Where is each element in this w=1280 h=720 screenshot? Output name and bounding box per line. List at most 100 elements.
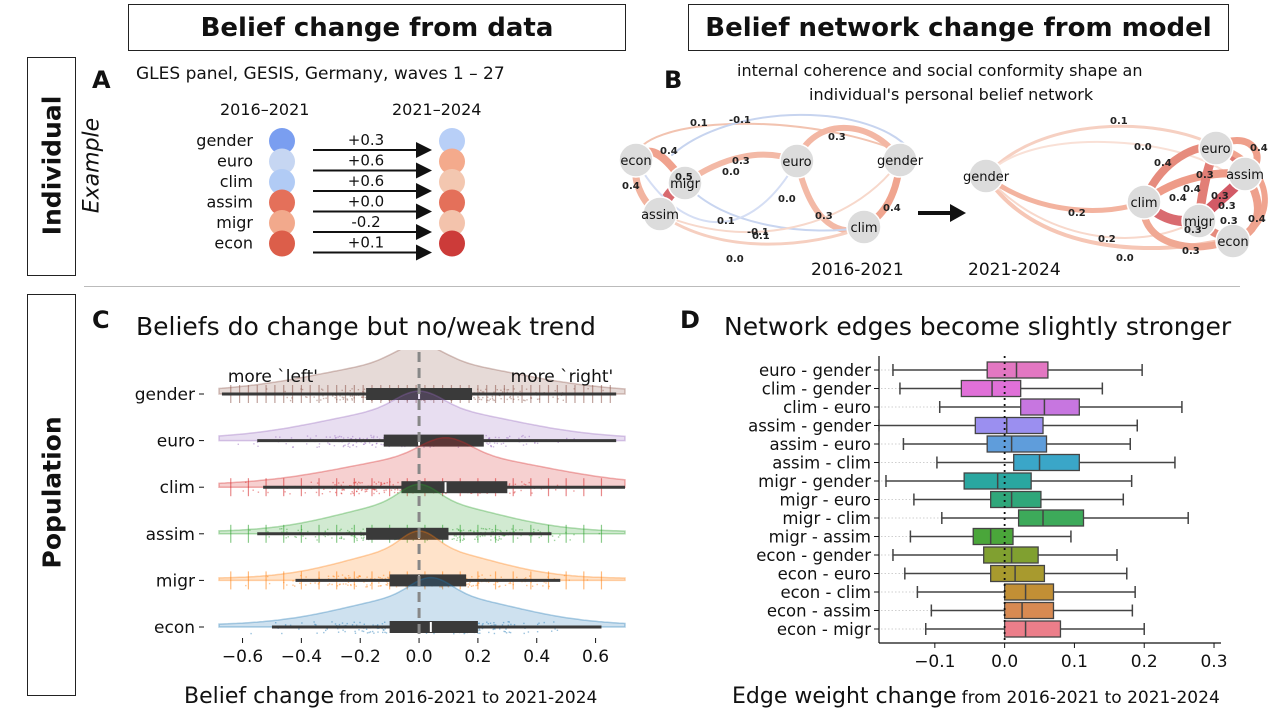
panel-c-point — [506, 398, 508, 401]
panel-c-point — [509, 581, 511, 583]
panel-c-point — [250, 632, 252, 635]
panel-c-point — [339, 529, 341, 532]
net1-edge-label: 0.3 — [815, 211, 833, 222]
panel-c-point — [363, 391, 365, 393]
panel-c-box-migr — [389, 574, 467, 587]
panel-c-point — [493, 632, 496, 635]
panel-c-point — [533, 528, 535, 531]
panel-label-a: A — [92, 66, 111, 94]
panel-c-point — [297, 529, 299, 532]
panel-c-point — [364, 489, 366, 491]
panel-c-point — [493, 624, 495, 626]
panel-a-before-dot — [269, 128, 295, 154]
panel-a-change-value: +0.3 — [348, 131, 384, 149]
panel-c-point — [478, 622, 480, 625]
panel-c-point — [384, 631, 386, 633]
panel-c-point — [517, 398, 520, 401]
panel-c-point — [381, 623, 384, 625]
panel-c-ylabel-clim: clim — [160, 478, 195, 498]
panel-c-point — [455, 535, 457, 537]
panel-c-point — [347, 445, 349, 447]
panel-d-ylabel: assim - euro — [769, 435, 871, 454]
panel-c-point — [540, 535, 542, 537]
panel-c-point — [514, 483, 517, 485]
panel-c-point — [533, 531, 535, 533]
panel-c-point — [457, 528, 460, 531]
panel-c-point — [369, 631, 372, 633]
panel-c-point — [496, 442, 498, 445]
panel-c-point — [356, 539, 358, 542]
net2-edge-label: 0.1 — [1110, 116, 1128, 127]
panel-c-point — [362, 537, 365, 540]
panel-c-point — [348, 531, 351, 533]
panel-c-point — [345, 583, 347, 585]
net1-edge-label: -0.1 — [729, 115, 751, 126]
panel-c-point — [361, 482, 363, 484]
panel-c-point — [526, 399, 528, 401]
net1-edge-label: 0.0 — [778, 194, 796, 205]
panel-c-point — [498, 586, 500, 588]
panel-c-point — [510, 623, 512, 626]
panel-c-point — [314, 582, 316, 584]
panel-d-box — [974, 416, 1044, 435]
panel-c-point — [494, 436, 497, 439]
panel-c-point — [502, 621, 505, 624]
panel-c-box-clim — [401, 481, 508, 494]
panel-c-point — [360, 489, 363, 492]
panel-c-point — [587, 388, 589, 390]
panel-c-point — [294, 535, 296, 538]
panel-d-box — [1020, 398, 1080, 416]
panel-a-row-label: econ — [214, 234, 253, 253]
panel-c-point — [524, 436, 526, 438]
panel-c-point — [355, 481, 357, 483]
panel-c-point — [490, 445, 492, 447]
panel-c-point — [291, 397, 293, 399]
panel-c-point — [305, 576, 307, 578]
net2-edge-label: 0.4 — [1183, 184, 1201, 195]
panel-c-point — [363, 581, 365, 583]
panel-c-point — [292, 580, 294, 582]
panel-c-point — [351, 395, 354, 397]
panel-c-point — [515, 529, 517, 531]
panel-c-density-econ — [218, 576, 626, 628]
panel-c-point — [358, 481, 360, 483]
panel-c-point — [327, 528, 329, 531]
panel-c-point — [386, 584, 388, 586]
panel-c-point — [314, 623, 316, 626]
panel-c-point — [310, 481, 312, 483]
panel-d-xtick-label: 0.3 — [1200, 652, 1227, 672]
panel-c-point — [481, 391, 484, 393]
panel-c-point — [485, 388, 487, 391]
panel-c-point — [372, 488, 374, 490]
panel-c-annotation-left: more `left' — [228, 367, 318, 387]
panel-c-point — [343, 538, 345, 540]
panel-c-point — [482, 623, 484, 625]
panel-a-change-value: +0.6 — [348, 152, 384, 170]
panel-c-point — [340, 537, 342, 540]
panel-c-point — [510, 397, 512, 400]
panel-c-point — [245, 481, 247, 483]
panel-c-point — [548, 585, 550, 588]
net2-edge-label: 0.3 — [1182, 246, 1200, 257]
panel-c-point — [334, 623, 337, 625]
panel-c-point — [366, 632, 369, 634]
panel-c-point — [352, 492, 354, 494]
panel-c-point — [457, 529, 460, 531]
panel-c-point — [306, 396, 308, 398]
panel-c-point — [286, 531, 288, 533]
panel-c-point — [362, 443, 365, 445]
panel-c-point — [281, 531, 283, 533]
panel-c-point — [315, 491, 318, 494]
panel-c-point — [384, 628, 386, 630]
panel-c-point — [489, 574, 492, 577]
panel-c-point — [352, 435, 354, 438]
panel-d-xtick-label: 0.0 — [991, 652, 1018, 672]
panel-c-point — [341, 389, 343, 392]
panel-c-point — [545, 582, 547, 584]
net1-node-euro: euro — [782, 155, 811, 170]
panel-c-point — [509, 435, 511, 438]
panel-c-point — [363, 536, 365, 538]
panel-c-point — [292, 584, 294, 586]
panel-c-point — [536, 442, 539, 444]
panel-c-point — [344, 576, 346, 579]
